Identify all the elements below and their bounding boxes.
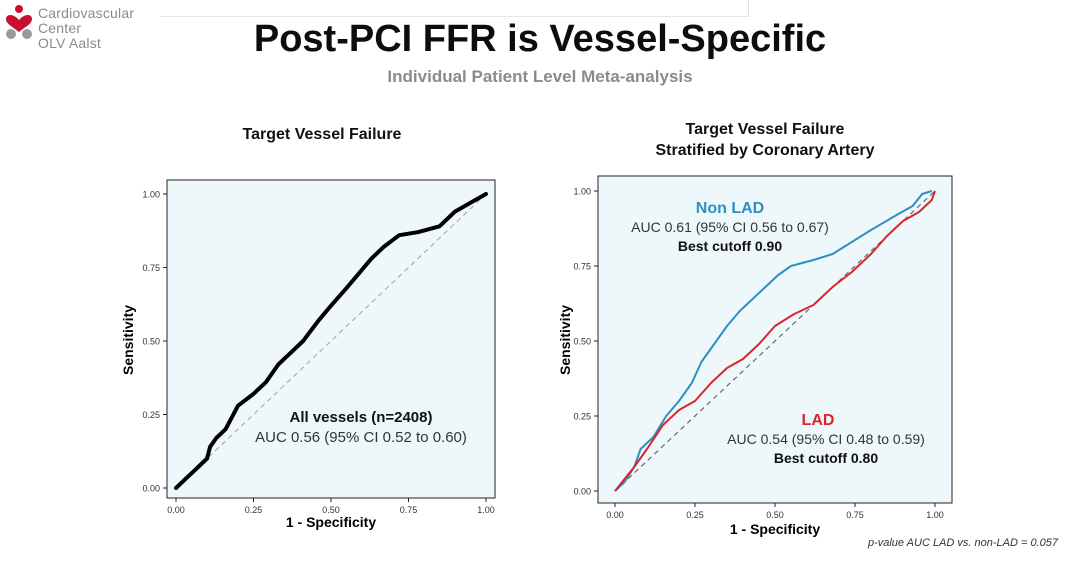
roc-curve-non-lad — [614, 190, 933, 492]
x-tick-label: 0.00 — [167, 505, 185, 515]
x-tick-label: 0.75 — [400, 505, 418, 515]
plot-background — [597, 175, 953, 504]
x-tick-label: 0.25 — [686, 510, 704, 520]
legend-non-lad-cutoff: Best cutoff 0.90 — [678, 238, 782, 254]
p-value-footnote: p-value AUC LAD vs. non-LAD = 0.057 — [867, 537, 1058, 549]
chart-right-title: Target Vessel Failure Stratified by Coro… — [600, 119, 930, 161]
roc-curve-all-vessels — [174, 192, 488, 490]
plot-background — [166, 179, 496, 499]
y-axis-ticks: 0.00 0.25 0.50 0.75 1.00 — [142, 190, 167, 494]
x-tick-label: 1.00 — [477, 505, 495, 515]
reference-diagonal — [614, 190, 936, 492]
y-axis-ticks: 0.00 0.25 0.50 0.75 1.00 — [573, 187, 598, 497]
y-axis-label: Sensitivity — [557, 305, 573, 375]
y-tick-label: 0.25 — [142, 410, 160, 420]
logo-line-1: Cardiovascular Center — [38, 5, 135, 36]
x-tick-label: 0.75 — [846, 510, 864, 520]
x-tick-label: 0.50 — [766, 510, 784, 520]
roc-curve-lad — [614, 190, 936, 492]
slide-subtitle: Individual Patient Level Meta-analysis — [387, 67, 693, 86]
annotation-all-vessels-auc: AUC 0.56 (95% CI 0.52 to 0.60) — [255, 429, 467, 446]
legend-lad-name: LAD — [802, 412, 835, 429]
x-axis-label: 1 - Specificity — [286, 514, 376, 530]
organization-logo: Cardiovascular Center OLV Aalst — [4, 4, 174, 51]
legend-lad-auc: AUC 0.54 (95% CI 0.48 to 0.59) — [727, 431, 925, 447]
x-tick-label: 0.00 — [606, 510, 624, 520]
chart-right-title-line1: Target Vessel Failure — [685, 121, 845, 138]
slide-title: Post-PCI FFR is Vessel-Specific — [253, 18, 827, 60]
y-tick-label: 0.50 — [142, 337, 160, 347]
legend-non-lad-name: Non LAD — [696, 200, 764, 217]
x-tick-label: 0.50 — [322, 505, 340, 515]
y-tick-label: 0.50 — [573, 337, 591, 347]
heart-logo-icon — [6, 5, 32, 39]
legend-non-lad-auc: AUC 0.61 (95% CI 0.56 to 0.67) — [631, 219, 829, 235]
chart-left-title: Target Vessel Failure — [242, 126, 402, 143]
y-tick-label: 0.75 — [573, 262, 591, 272]
top-divider-vertical — [748, 0, 749, 16]
x-tick-label: 0.25 — [245, 505, 263, 515]
top-divider — [160, 16, 750, 17]
y-tick-label: 0.00 — [573, 487, 591, 497]
y-tick-label: 1.00 — [142, 190, 160, 200]
x-tick-label: 1.00 — [926, 510, 944, 520]
chart-right-title-line2: Stratified by Coronary Artery — [655, 142, 875, 159]
y-axis-label: Sensitivity — [120, 305, 136, 375]
x-axis-label: 1 - Specificity — [730, 521, 820, 537]
y-tick-label: 1.00 — [573, 187, 591, 197]
logo-line-2: OLV Aalst — [38, 35, 102, 51]
x-axis-ticks: 0.00 0.25 0.50 0.75 1.00 — [167, 498, 495, 515]
x-axis-ticks: 0.00 0.25 0.50 0.75 1.00 — [606, 503, 944, 520]
y-tick-label: 0.00 — [142, 484, 160, 494]
legend-lad-cutoff: Best cutoff 0.80 — [774, 450, 878, 466]
y-tick-label: 0.75 — [142, 263, 160, 273]
y-tick-label: 0.25 — [573, 412, 591, 422]
annotation-all-vessels-label: All vessels (n=2408) — [289, 409, 432, 426]
